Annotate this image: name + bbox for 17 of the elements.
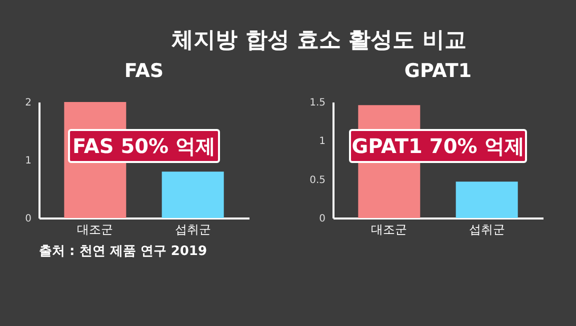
chart-title: FAS <box>124 60 164 82</box>
source-note: 출처 : 천연 제품 연구 2019 <box>39 244 208 259</box>
x-tick-label: 대조군 <box>371 222 408 236</box>
y-tick-label: 1.5 <box>310 98 326 108</box>
y-tick-label: 0 <box>319 214 326 224</box>
y-tick-label: 1 <box>25 156 32 166</box>
x-tick-label: 섭취군 <box>174 222 211 236</box>
y-tick-label: 2 <box>25 98 32 108</box>
y-tick-label: 0 <box>25 214 32 224</box>
y-tick-label: 0.5 <box>310 174 326 186</box>
x-tick-label: 대조군 <box>77 222 114 236</box>
x-tick-label: 섭취군 <box>468 222 505 236</box>
chart-title: GPAT1 <box>404 60 472 82</box>
annotation: GPAT1 70% 억제 <box>352 134 524 158</box>
y-tick-label: 1 <box>319 136 326 148</box>
annotation: FAS 50% 억제 <box>72 134 216 158</box>
text: 체지방 합성 효소 활성도 비교 <box>172 28 466 53</box>
